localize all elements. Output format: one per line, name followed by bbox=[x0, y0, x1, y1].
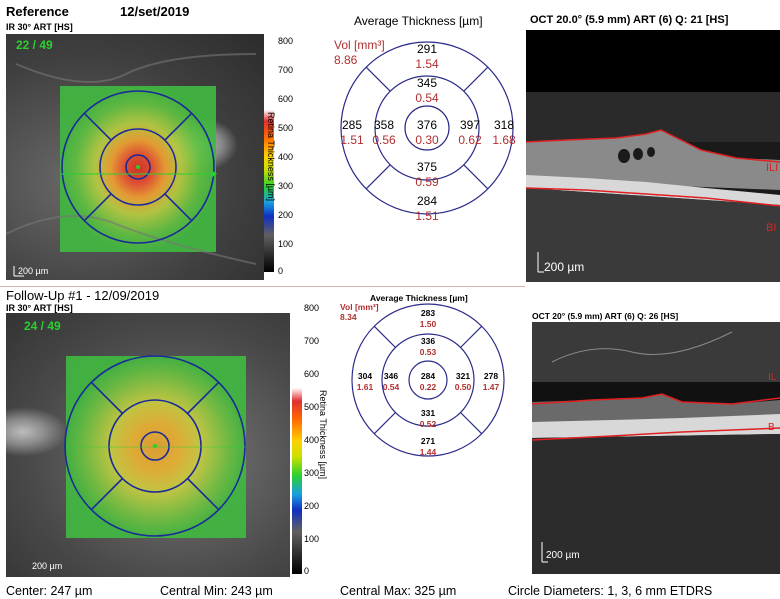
colorbar-tick: 200 bbox=[278, 210, 294, 220]
colorbar-bottom bbox=[292, 308, 302, 574]
colorbar-tick: 500 bbox=[304, 402, 320, 412]
sector-inner-sup-volume: 0.53 bbox=[419, 347, 437, 357]
colorbar-tick: 100 bbox=[304, 534, 320, 544]
vol-label-bottom: Vol [mm³] bbox=[340, 302, 379, 312]
sector-outer-inf-thickness: 271 bbox=[420, 436, 436, 446]
sector-outer-temp-volume: 1.51 bbox=[340, 133, 364, 147]
sector-inner-sup-thickness: 345 bbox=[416, 76, 438, 90]
colorbar-tick: 500 bbox=[278, 123, 294, 133]
oct-rpe-label-bottom: B bbox=[768, 422, 775, 433]
thickness-map-bottom bbox=[64, 355, 246, 538]
etdrs-grid-top bbox=[340, 41, 514, 215]
followup-title: Follow-Up #1 - 12/09/2019 bbox=[6, 288, 160, 303]
sector-outer-inf-thickness: 284 bbox=[416, 194, 438, 208]
colorbar-tick: 600 bbox=[278, 94, 294, 104]
colorbar-title-top: Retina Thickness [µm] bbox=[266, 112, 276, 202]
colorbar-tick: 0 bbox=[304, 566, 310, 576]
oct-bscan-top[interactable]: ILI BI 200 µm bbox=[526, 30, 780, 282]
sector-center-volume: 0.30 bbox=[415, 133, 439, 147]
etdrs-grid-bottom bbox=[351, 303, 505, 457]
scale-label-top: 200 µm bbox=[18, 266, 49, 276]
colorbar-tick: 0 bbox=[278, 266, 284, 276]
ir-label-bottom: IR 30° ART [HS] bbox=[6, 303, 73, 313]
colorbar-top bbox=[264, 40, 274, 272]
colorbar-tick: 400 bbox=[278, 152, 294, 162]
sector-center-thickness: 284 bbox=[420, 371, 436, 381]
oct-bscan-bottom[interactable]: IL B 200 µm bbox=[532, 322, 780, 574]
sector-outer-sup-thickness: 291 bbox=[416, 42, 438, 56]
colorbar-tick: 400 bbox=[304, 435, 320, 445]
colorbar-tick: 700 bbox=[278, 65, 294, 75]
sector-inner-nas-volume: 0.50 bbox=[454, 382, 472, 392]
oct-title-bottom: OCT 20° (5.9 mm) ART (6) Q: 26 [HS] bbox=[532, 311, 679, 321]
sector-center-thickness: 376 bbox=[416, 118, 438, 132]
sector-inner-sup-thickness: 336 bbox=[420, 336, 436, 346]
colorbar-title-bottom: Retina Thickness [µm] bbox=[318, 390, 328, 480]
sector-inner-sup-volume: 0.54 bbox=[415, 91, 439, 105]
sector-inner-temp-thickness: 358 bbox=[373, 118, 395, 132]
vol-value-top: 8.86 bbox=[334, 53, 358, 67]
sector-outer-inf-volume: 1.51 bbox=[415, 209, 439, 223]
section-divider bbox=[0, 286, 525, 287]
sector-outer-sup-volume: 1.50 bbox=[419, 319, 437, 329]
sector-outer-temp-thickness: 285 bbox=[341, 118, 363, 132]
colorbar-tick: 700 bbox=[304, 336, 320, 346]
oct-rpe-label-top: BI bbox=[766, 222, 777, 234]
vol-value-bottom: 8.34 bbox=[340, 312, 357, 322]
sector-inner-nas-volume: 0.62 bbox=[458, 133, 482, 147]
sector-center-volume: 0.22 bbox=[419, 382, 437, 392]
reference-title: Reference bbox=[6, 4, 69, 19]
frame-counter-bottom: 24 / 49 bbox=[24, 319, 61, 333]
sector-outer-temp-volume: 1.61 bbox=[356, 382, 374, 392]
etdrs-title-top: Average Thickness [µm] bbox=[354, 14, 483, 28]
stat-central-max: Central Max: 325 µm bbox=[340, 584, 457, 598]
sector-inner-temp-volume: 0.54 bbox=[382, 382, 400, 392]
sector-outer-sup-thickness: 283 bbox=[420, 308, 436, 318]
stat-central-min: Central Min: 243 µm bbox=[160, 584, 273, 598]
sector-inner-nas-thickness: 321 bbox=[455, 371, 471, 381]
colorbar-tick: 200 bbox=[304, 501, 320, 511]
oct-ilm-label-bottom: IL bbox=[768, 372, 777, 383]
scale-label-bottom: 200 µm bbox=[32, 561, 63, 571]
sector-outer-inf-volume: 1.44 bbox=[419, 447, 437, 457]
sector-inner-temp-volume: 0.56 bbox=[372, 133, 396, 147]
oct-scale-top: 200 µm bbox=[544, 260, 585, 274]
colorbar-tick: 300 bbox=[304, 468, 320, 478]
vol-label-top: Vol [mm³] bbox=[334, 38, 385, 52]
stat-circle-diameters: Circle Diameters: 1, 3, 6 mm ETDRS bbox=[508, 584, 713, 598]
colorbar-tick: 800 bbox=[278, 36, 294, 46]
sector-outer-sup-volume: 1.54 bbox=[415, 57, 439, 71]
colorbar-tick: 600 bbox=[304, 369, 320, 379]
sector-outer-temp-thickness: 304 bbox=[357, 371, 373, 381]
oct-scale-bottom: 200 µm bbox=[546, 550, 580, 561]
sector-outer-nas-thickness: 318 bbox=[493, 118, 515, 132]
sector-outer-nas-thickness: 278 bbox=[483, 371, 499, 381]
oct-title-top: OCT 20.0° (5.9 mm) ART (6) Q: 21 [HS] bbox=[530, 14, 729, 26]
sector-inner-temp-thickness: 346 bbox=[383, 371, 399, 381]
frame-counter-top: 22 / 49 bbox=[16, 38, 53, 52]
sector-inner-inf-volume: 0.59 bbox=[415, 175, 439, 189]
colorbar-tick: 100 bbox=[278, 239, 294, 249]
reference-date: 12/set/2019 bbox=[120, 4, 190, 19]
sector-inner-inf-volume: 0.52 bbox=[419, 419, 437, 429]
etdrs-title-bottom: Average Thickness [µm] bbox=[370, 293, 468, 303]
fundus-image-bottom[interactable]: 24 / 49 200 µm bbox=[6, 313, 290, 577]
thickness-map-top bbox=[6, 53, 257, 277]
stat-center: Center: 247 µm bbox=[6, 584, 93, 598]
oct-ilm-label-top: ILI bbox=[766, 162, 779, 174]
sector-inner-inf-thickness: 375 bbox=[416, 160, 438, 174]
sector-inner-inf-thickness: 331 bbox=[420, 408, 436, 418]
fundus-image-top[interactable]: 22 / 49 200 µm bbox=[6, 34, 264, 280]
colorbar-tick: 300 bbox=[278, 181, 294, 191]
colorbar-tick: 800 bbox=[304, 303, 320, 313]
sector-inner-nas-thickness: 397 bbox=[459, 118, 481, 132]
ir-label-top: IR 30° ART [HS] bbox=[6, 22, 73, 32]
sector-outer-nas-volume: 1.47 bbox=[482, 382, 500, 392]
sector-outer-nas-volume: 1.68 bbox=[492, 133, 516, 147]
